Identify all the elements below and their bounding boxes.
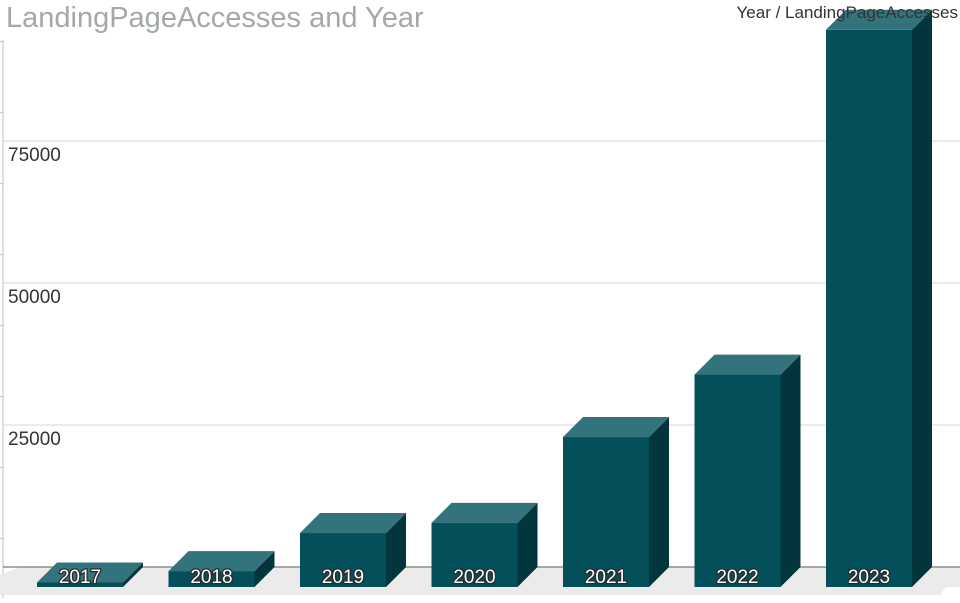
bar-front — [300, 533, 386, 587]
bar-front — [168, 571, 255, 587]
bar-top — [168, 551, 275, 572]
bar-side — [123, 562, 143, 587]
bar-front — [694, 374, 781, 587]
bar-top — [694, 354, 801, 375]
x-tick-label: 2020 — [453, 567, 495, 588]
y-tick-label: 75000 — [8, 145, 61, 166]
bar-top — [826, 9, 932, 30]
x-tick-label: 2018 — [190, 567, 232, 588]
legend-label: Year / LandingPageAccesses — [736, 3, 958, 22]
chart-title: LandingPageAccesses and Year — [6, 2, 424, 34]
bar-top — [563, 417, 669, 438]
bar-top — [37, 562, 143, 583]
bar-2021 — [563, 417, 669, 587]
y-tick-label: 50000 — [8, 287, 61, 308]
bar-side — [912, 9, 932, 588]
bar-front — [563, 437, 649, 587]
bar-2023 — [826, 9, 932, 588]
bar-front — [826, 29, 912, 588]
bar-2022 — [694, 354, 801, 587]
bar-front — [37, 582, 123, 587]
x-tick-label: 2021 — [585, 567, 627, 588]
bar-2017 — [37, 562, 143, 587]
bar-front — [431, 522, 518, 587]
bar-2019 — [300, 513, 406, 587]
x-tick-label: 2023 — [848, 567, 890, 588]
x-tick-label: 2017 — [59, 567, 101, 588]
bar-top — [300, 513, 406, 534]
bar-side — [254, 551, 275, 587]
bar-side — [780, 354, 801, 587]
bar-side — [649, 417, 669, 587]
bar-2018 — [168, 551, 275, 587]
bar-2020 — [431, 502, 538, 587]
x-tick-label: 2022 — [716, 567, 758, 588]
bar-side — [386, 513, 406, 587]
bar-side — [517, 502, 538, 587]
bar-top — [431, 502, 538, 523]
y-tick-label: 25000 — [8, 429, 61, 450]
x-tick-label: 2019 — [322, 567, 364, 588]
